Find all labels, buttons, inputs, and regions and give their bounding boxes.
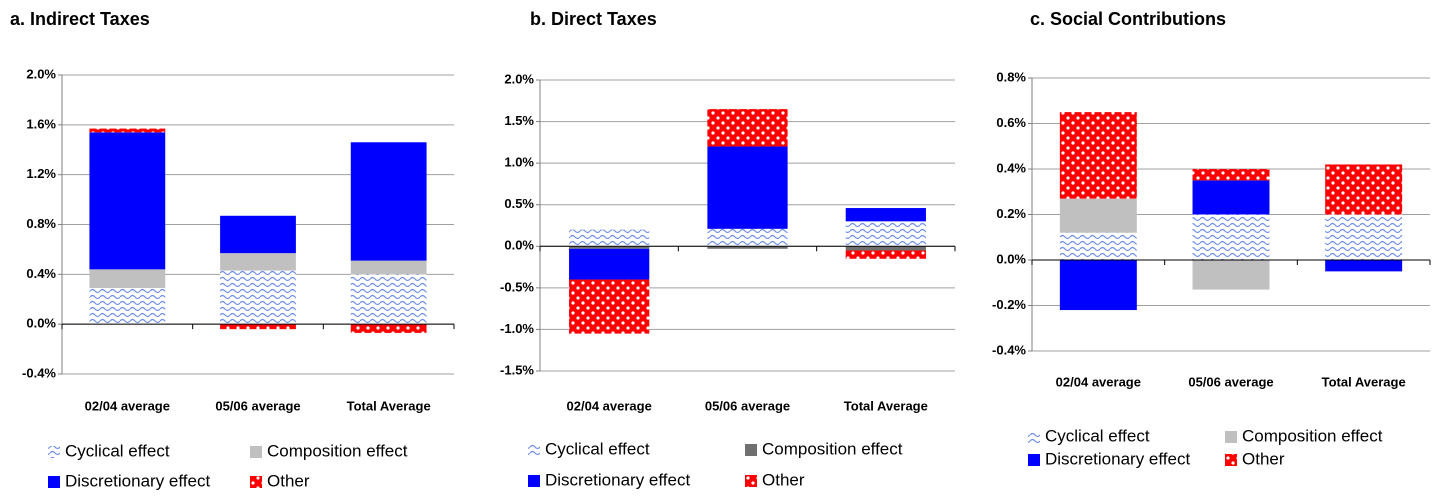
x-tick-label: 05/06 average — [215, 398, 300, 413]
bar-segment — [845, 250, 926, 259]
bar-segment — [89, 269, 166, 289]
legend-swatch — [528, 475, 540, 487]
bar-segment — [707, 109, 788, 147]
x-tick-label: 05/06 average — [705, 398, 790, 413]
legend-label: Discretionary effect — [65, 471, 210, 490]
y-tick-label: -1.5% — [500, 362, 534, 377]
bar-segment — [1192, 180, 1270, 215]
bar-segment — [89, 128, 166, 133]
bar-segment — [569, 246, 650, 249]
bar-segment — [845, 246, 926, 251]
bar-segment — [707, 228, 788, 247]
y-tick-label: -0.2% — [992, 297, 1026, 312]
x-tick-label: Total Average — [1322, 374, 1406, 389]
legend-swatch — [1028, 454, 1040, 466]
y-tick-label: 0.0% — [504, 238, 534, 253]
y-tick-label: 2.0% — [504, 71, 534, 86]
legend-swatch — [1225, 454, 1237, 466]
bar-segment — [350, 274, 427, 325]
y-tick-label: 0.8% — [26, 216, 56, 231]
bar-segment — [220, 270, 296, 325]
legend-swatch — [745, 444, 757, 456]
bar-segment — [707, 146, 788, 229]
y-tick-label: 0.4% — [26, 266, 56, 281]
y-tick-label: 2.0% — [26, 66, 56, 81]
legend-swatch — [745, 475, 757, 487]
legend-label: Other — [1242, 449, 1285, 468]
bar-segment — [1192, 169, 1270, 181]
bar-segment — [845, 208, 926, 222]
y-tick-label: 1.2% — [26, 166, 56, 181]
bar-segment — [569, 279, 650, 334]
x-tick-label: Total Average — [347, 398, 431, 413]
bar-segment — [569, 229, 650, 247]
bar-segment — [1059, 232, 1137, 260]
chart-title: c. Social Contributions — [1030, 9, 1226, 29]
bar-segment — [845, 221, 926, 247]
legend-label: Other — [267, 471, 310, 490]
y-tick-label: -0.4% — [22, 365, 56, 380]
bar-segment — [89, 288, 166, 325]
legend-swatch — [528, 444, 540, 456]
y-tick-label: 1.0% — [504, 155, 534, 170]
legend-label: Composition effect — [1242, 426, 1383, 445]
bar-segment — [350, 324, 427, 333]
y-tick-label: 0.0% — [26, 316, 56, 331]
chart-title: a. Indirect Taxes — [10, 9, 150, 29]
legend-label: Composition effect — [267, 441, 408, 460]
bar-segment — [350, 260, 427, 275]
y-tick-label: -0.5% — [500, 279, 534, 294]
bar-segment — [1059, 198, 1137, 233]
bar-segment — [1059, 260, 1137, 311]
bar-segment — [1325, 214, 1403, 260]
bar-segment — [89, 132, 166, 270]
x-tick-label: 02/04 average — [1056, 374, 1141, 389]
y-tick-label: 1.5% — [504, 113, 534, 128]
y-tick-label: 1.6% — [26, 116, 56, 131]
bar-segment — [569, 248, 650, 280]
bar-segment — [1325, 260, 1403, 272]
legend-swatch — [1225, 431, 1237, 443]
legend-swatch — [250, 446, 262, 458]
y-tick-label: -0.4% — [992, 342, 1026, 357]
bar-segment — [707, 246, 788, 249]
y-tick-label: 0.5% — [504, 196, 534, 211]
x-tick-label: 02/04 average — [85, 398, 170, 413]
legend-label: Discretionary effect — [545, 470, 690, 489]
bar-segment — [1192, 214, 1270, 260]
bar-segment — [220, 324, 296, 330]
x-tick-label: 02/04 average — [567, 398, 652, 413]
bar-segment — [220, 215, 296, 254]
legend-label: Other — [762, 470, 805, 489]
legend-swatch — [1028, 431, 1040, 443]
legend-swatch — [250, 476, 262, 488]
bar-segment — [350, 142, 427, 261]
y-tick-label: 0.0% — [996, 251, 1026, 266]
legend-label: Composition effect — [762, 439, 903, 458]
y-tick-label: 0.2% — [996, 206, 1026, 221]
chart-title: b. Direct Taxes — [530, 9, 657, 29]
legend-swatch — [48, 446, 60, 458]
legend-label: Cyclical effect — [545, 439, 650, 458]
legend-label: Discretionary effect — [1045, 449, 1190, 468]
y-tick-label: -1.0% — [500, 321, 534, 336]
y-tick-label: 0.8% — [996, 69, 1026, 84]
legend-label: Cyclical effect — [1045, 426, 1150, 445]
bar-segment — [1325, 164, 1403, 215]
x-tick-label: 05/06 average — [1188, 374, 1273, 389]
y-tick-label: 0.4% — [996, 160, 1026, 175]
y-tick-label: 0.6% — [996, 115, 1026, 130]
bar-segment — [1059, 112, 1137, 199]
bar-segment — [1192, 260, 1270, 290]
legend-swatch — [48, 476, 60, 488]
bar-segment — [220, 253, 296, 271]
legend-label: Cyclical effect — [65, 441, 170, 460]
x-tick-label: Total Average — [844, 398, 928, 413]
